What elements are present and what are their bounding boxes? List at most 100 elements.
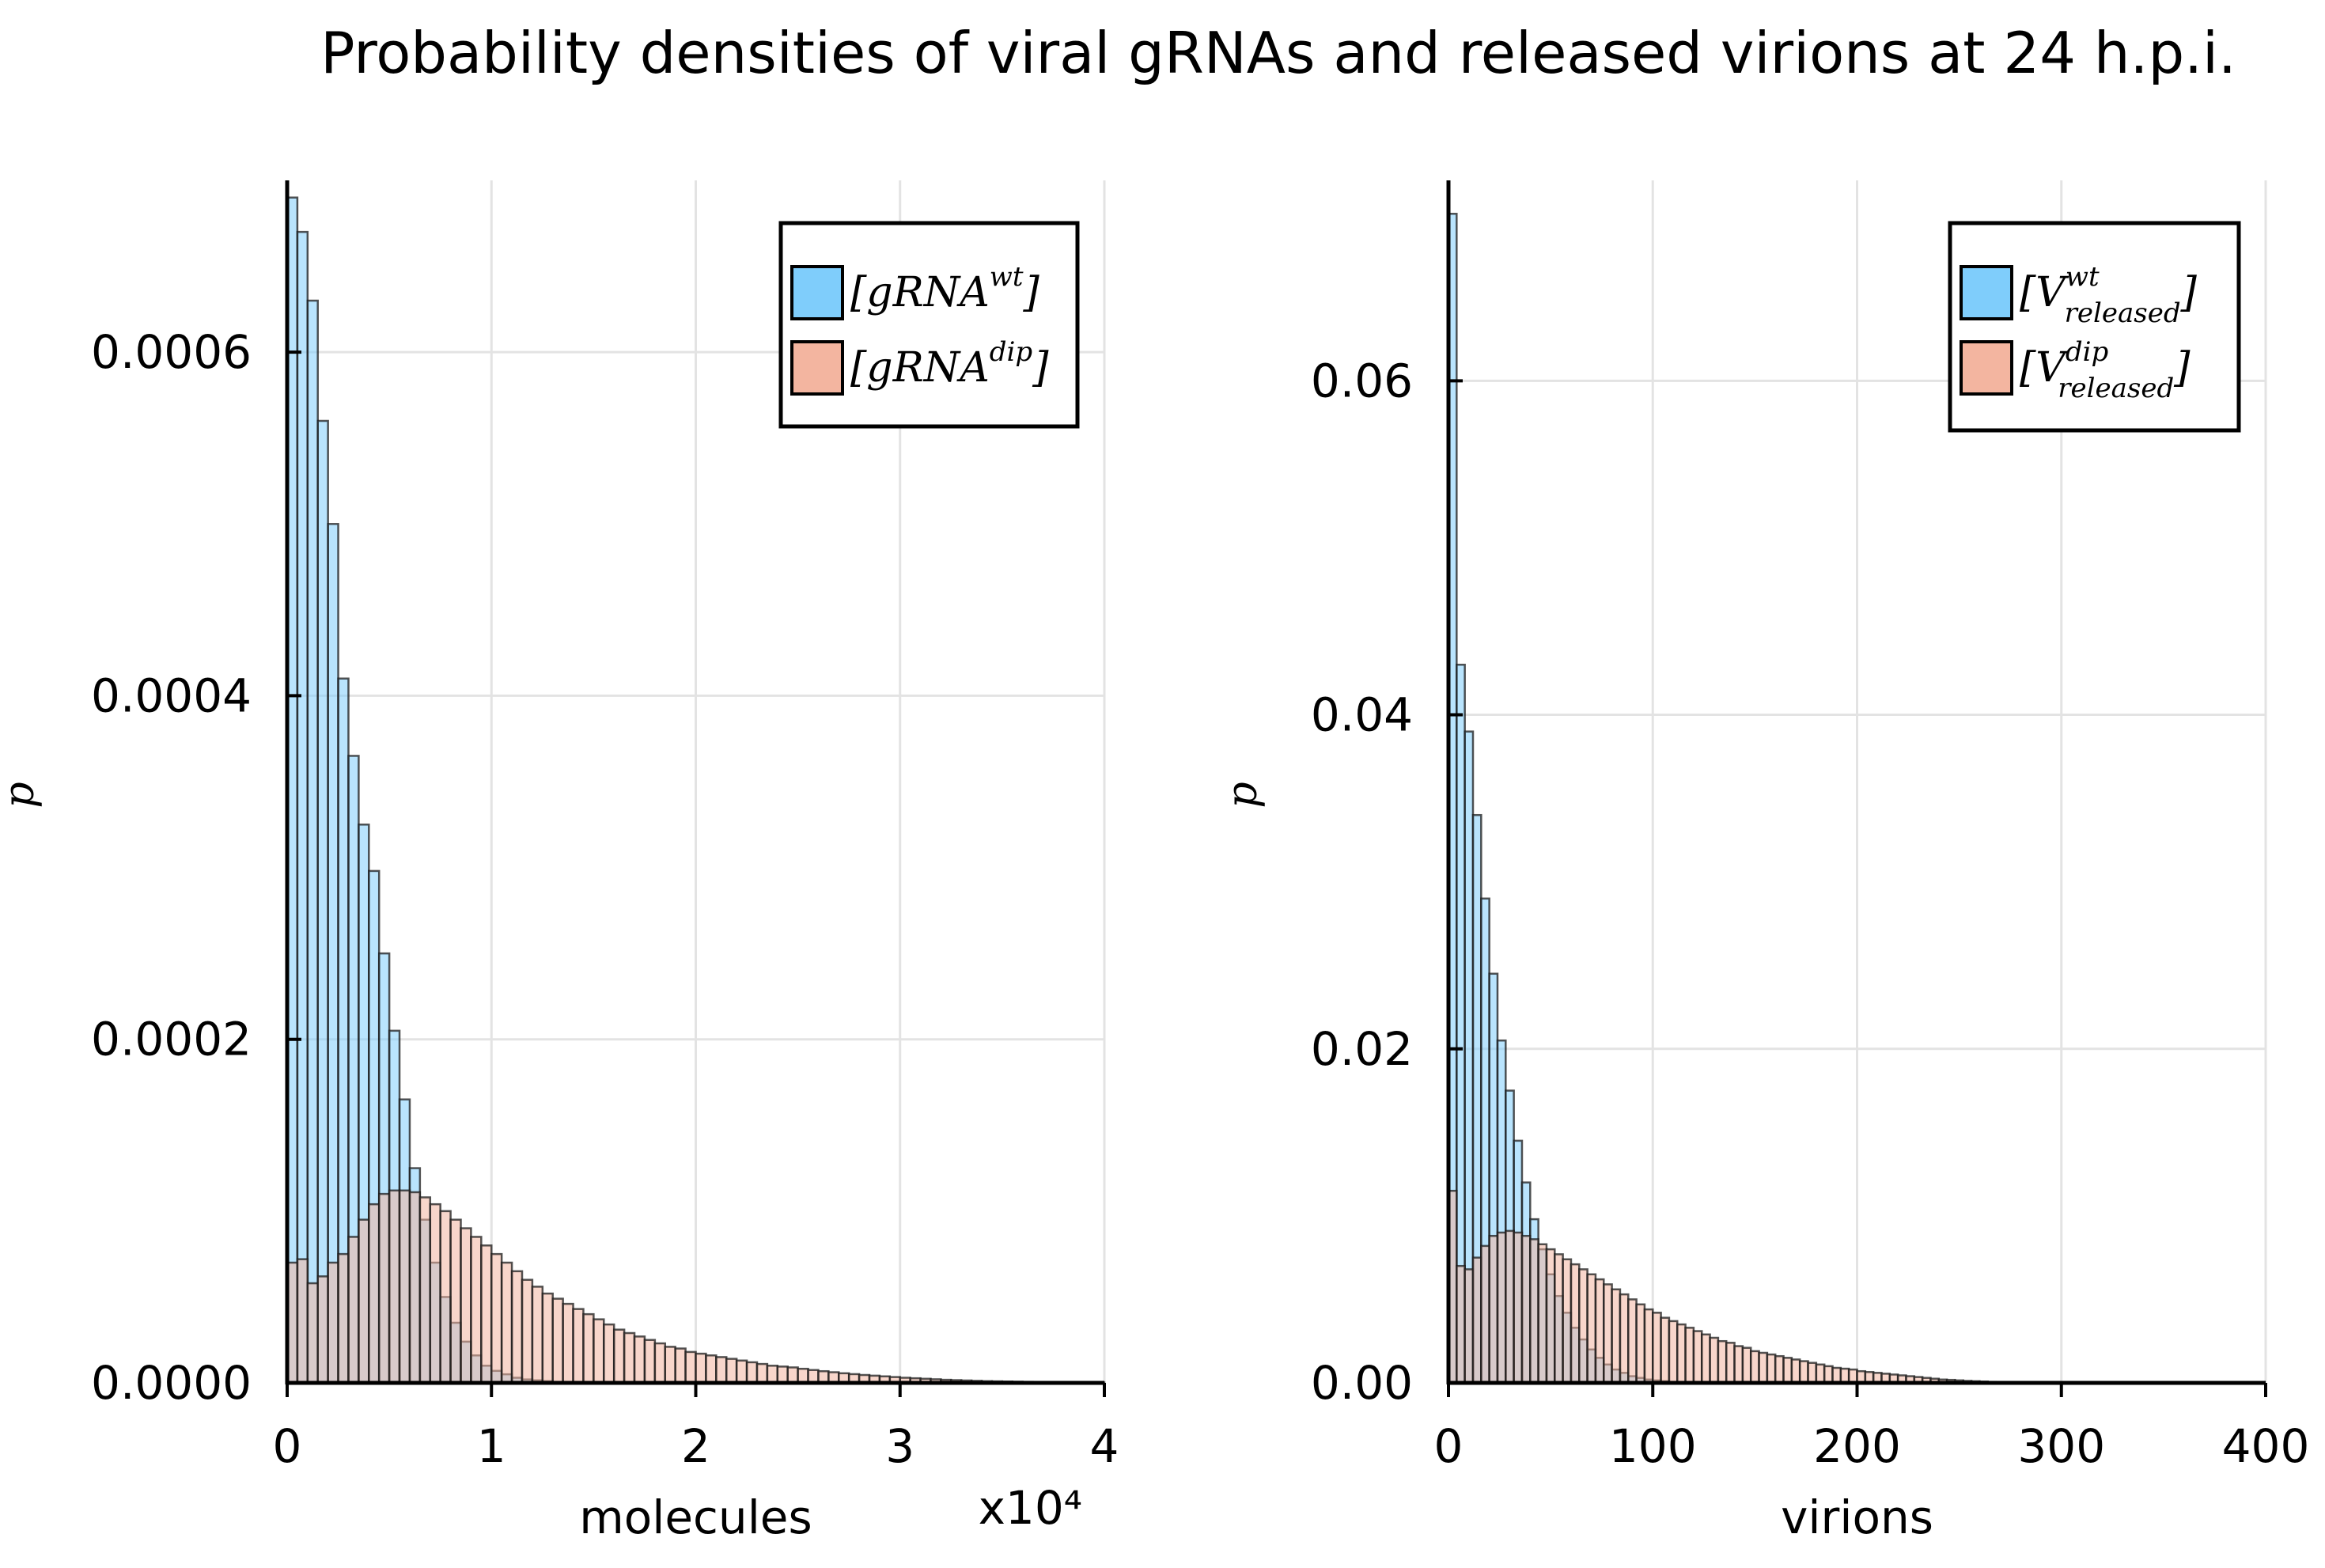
left-legend-base: [gRNA (850, 344, 990, 392)
right-bar-dip (1471, 1256, 1482, 1384)
left-legend-close: ] (1032, 344, 1049, 392)
right-legend-sub: released (2065, 297, 2181, 329)
right-bar-dip (1798, 1360, 1809, 1384)
left-bar-wt (327, 523, 339, 1384)
right-bar-dip (1741, 1346, 1752, 1384)
right-bar-dip (1815, 1363, 1826, 1384)
right-chart-panel: 0 100 200 300 4000.000.020.040.06virionsp[Vw… (1219, 180, 2309, 1544)
right-legend-sub: released (2058, 373, 2174, 404)
right-bar-dip (1831, 1366, 1842, 1384)
left-bar-dip (797, 1367, 809, 1384)
left-bar-dip (480, 1244, 493, 1384)
left-bar-dip (593, 1318, 605, 1384)
right-bar-dip (1554, 1253, 1564, 1384)
left-y-tick-label: 0.0004 (91, 668, 252, 722)
right-bar-dip (1619, 1293, 1630, 1384)
right-bar-dip (1520, 1234, 1532, 1384)
left-x-tick-label: 1 (477, 1419, 506, 1473)
right-bar-dip (1570, 1263, 1581, 1384)
left-bar-dip (695, 1352, 707, 1384)
right-legend-sup: dip (2066, 336, 2108, 368)
right-bar-dip (1676, 1323, 1687, 1384)
right-bar-dip (1627, 1298, 1638, 1384)
right-legend-swatch-wt (1960, 265, 2013, 320)
right-legend-sup: wt (2066, 261, 2100, 293)
right-x-tick-label: 100 (1609, 1419, 1697, 1473)
right-legend-base: [V (2020, 344, 2069, 392)
right-bar-dip (1823, 1365, 1834, 1384)
right-bar-dip (1594, 1278, 1605, 1384)
right-bar-dip (1456, 1264, 1466, 1384)
right-bar-dip (1545, 1248, 1556, 1384)
right-bar-dip (1847, 1368, 1858, 1384)
left-bar-dip (541, 1292, 554, 1384)
left-series-wt (286, 196, 554, 1384)
left-bar-wt (296, 230, 309, 1384)
left-y-tick-label: 0.0000 (91, 1356, 252, 1410)
right-bar-dip (1782, 1357, 1793, 1384)
left-x-tick-label: 4 (1090, 1419, 1119, 1473)
right-bar-dip (1603, 1283, 1613, 1384)
right-legend-label-wt: [Vwt released] (2020, 261, 2198, 329)
left-legend-base: [gRNA (850, 269, 990, 316)
left-bar-dip (603, 1323, 615, 1384)
right-bar-dip (1611, 1288, 1622, 1384)
left-bar-dip (490, 1252, 503, 1384)
left-bar-dip (633, 1335, 646, 1384)
left-bar-dip (510, 1270, 524, 1384)
right-legend-box (1948, 221, 2241, 433)
left-bar-dip (745, 1361, 759, 1384)
figure-title: Probability densities of viral gRNAs and… (320, 20, 2236, 86)
left-bar-dip (398, 1189, 411, 1384)
right-bar-dip (1766, 1353, 1777, 1384)
right-bar-dip (1725, 1342, 1736, 1384)
left-bar-dip (316, 1275, 329, 1384)
right-bar-dip (1652, 1312, 1662, 1384)
right-bar-dip (1505, 1229, 1515, 1384)
left-bar-dip (582, 1312, 595, 1384)
left-legend-swatch-dip (790, 340, 844, 396)
right-bar-dip (1668, 1320, 1679, 1384)
right-bar-dip (1488, 1234, 1499, 1384)
right-bar-dip (1480, 1244, 1490, 1384)
left-bar-dip (296, 1258, 309, 1384)
left-x-tick-label: 3 (885, 1419, 914, 1473)
right-bar-dip (1807, 1362, 1818, 1384)
right-bar-dip (1790, 1358, 1801, 1384)
left-bar-dip (612, 1328, 626, 1384)
left-x-axis-label: molecules (579, 1490, 812, 1544)
right-y-tick-label: 0.02 (1311, 1022, 1413, 1076)
left-y-axis-label: p (0, 782, 44, 808)
left-bar-dip (347, 1236, 360, 1384)
right-legend-label-dip: [Vdip released] (2020, 336, 2191, 404)
left-legend-label-wt: [gRNAwt] (850, 261, 1040, 316)
right-y-tick-label: 0.04 (1311, 688, 1413, 742)
left-bar-dip (755, 1362, 769, 1384)
right-bar-dip (1709, 1336, 1720, 1384)
right-x-tick-label: 200 (1813, 1419, 1901, 1473)
left-x-multiplier: x10⁴ (979, 1481, 1082, 1535)
right-x-tick-label: 400 (2222, 1419, 2310, 1473)
right-x-tick-label: 300 (2017, 1419, 2105, 1473)
left-bar-dip (705, 1354, 718, 1384)
left-bar-dip (562, 1302, 574, 1384)
left-bar-dip (439, 1210, 452, 1384)
right-bar-dip (1749, 1350, 1760, 1384)
left-x-tick-label: 2 (681, 1419, 710, 1473)
right-y-tick-label: 0.00 (1311, 1356, 1413, 1410)
right-bar-dip (1586, 1273, 1597, 1384)
right-bar-dip (1562, 1258, 1573, 1384)
left-bar-dip (674, 1347, 687, 1384)
right-bar-dip (1692, 1330, 1703, 1384)
right-bar-dip (1660, 1316, 1671, 1384)
right-legend-base: [V (2020, 269, 2069, 316)
right-y-tick-label: 0.06 (1311, 354, 1413, 407)
right-bar-dip (1635, 1303, 1646, 1384)
left-bar-dip (449, 1218, 462, 1384)
left-bar-dip (684, 1350, 697, 1384)
left-bar-dip (460, 1227, 472, 1384)
left-bar-dip (358, 1218, 370, 1384)
left-bar-dip (337, 1252, 350, 1384)
right-bar-dip (1496, 1231, 1507, 1384)
